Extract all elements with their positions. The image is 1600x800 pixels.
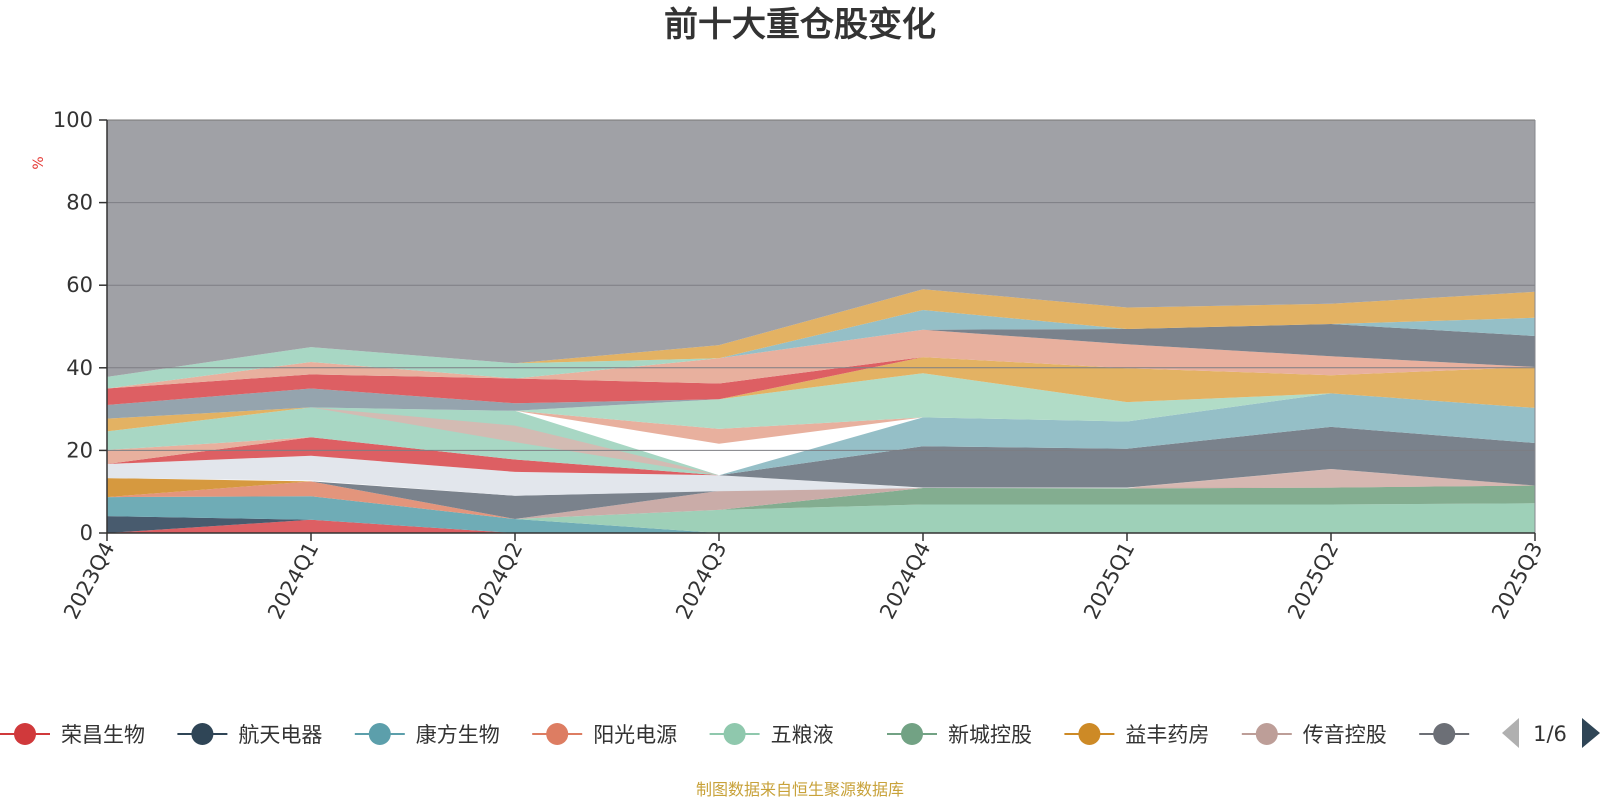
area-band-1 [107, 455, 1535, 496]
legend-item-5[interactable]: 五粮液 [709, 723, 834, 747]
area-series-9 [107, 469, 1535, 519]
legend-marker [901, 723, 923, 745]
area-series-1 [107, 519, 1535, 533]
area-band-2 [107, 437, 1535, 476]
x-tick-label-2025Q1: 2025Q1 [1079, 538, 1139, 623]
y-axis-unit-label: % [31, 156, 47, 169]
y-tick-label-20: 20 [66, 438, 93, 462]
area-band-7 [107, 393, 1535, 488]
legend-label: 华 [1480, 723, 1501, 747]
x-tick-label-2025Q2: 2025Q2 [1283, 538, 1343, 623]
area-band-6 [107, 426, 1535, 488]
legend-marker [191, 723, 214, 745]
area-series-3 [107, 496, 1535, 533]
x-tick-label-2024Q4: 2024Q4 [875, 538, 935, 623]
legend-item-4[interactable]: 阳光电源 [532, 723, 677, 747]
y-tick-label-60: 60 [66, 273, 93, 297]
x-tick-label-2025Q3: 2025Q3 [1487, 538, 1547, 623]
legend-next-page-icon[interactable] [1582, 718, 1600, 748]
legend-label: 阳光电源 [593, 723, 677, 747]
area-band-15 [107, 324, 1535, 377]
legend-marker [368, 723, 391, 745]
legend-item-9[interactable]: 华 [1419, 723, 1501, 747]
legend-pager: 1/6 [1502, 718, 1600, 748]
area-band-13 [107, 329, 1535, 389]
area-series-layer [107, 120, 1535, 533]
legend-marker [723, 723, 746, 745]
legend-label: 五粮液 [771, 723, 834, 747]
x-tick-label-2024Q2: 2024Q2 [467, 538, 527, 623]
chart-title: 前十大重仓股变化 [664, 5, 936, 45]
legend-marker [14, 723, 36, 745]
x-tick-label-2024Q1: 2024Q1 [263, 538, 323, 623]
legend-prev-page-icon[interactable] [1502, 718, 1519, 748]
y-tick-label-40: 40 [66, 356, 93, 380]
legend-marker [1255, 723, 1278, 745]
x-tick-label-2023Q4: 2023Q4 [59, 538, 119, 623]
legend-item-1[interactable]: 荣昌生物 [0, 723, 145, 747]
area-series-8 [107, 469, 1535, 519]
area-band-12 [107, 357, 1535, 405]
area-band-10 [107, 357, 1535, 432]
area-series-6 [107, 481, 1535, 519]
legend-marker [1078, 723, 1101, 745]
legend-page-indicator: 1/6 [1533, 722, 1567, 746]
area-band-17 [107, 289, 1535, 377]
legend: 荣昌生物 航天电器 康方生物 阳光电源 五粮液 新城控股 益丰药房 传音控股 华 [0, 723, 1501, 747]
grid-lines [107, 119, 1536, 533]
legend-item-7[interactable]: 益丰药房 [1064, 723, 1209, 747]
legend-label: 康方生物 [416, 723, 500, 747]
legend-label: 益丰药房 [1125, 723, 1209, 747]
legend-label: 传音控股 [1303, 723, 1387, 747]
area-band-14 [107, 329, 1535, 389]
legend-label: 航天电器 [238, 723, 322, 747]
area-band-5 [107, 407, 1535, 488]
area-series-5 [107, 481, 1535, 533]
area-band-11 [107, 357, 1535, 419]
legend-item-2[interactable]: 航天电器 [177, 723, 322, 747]
x-tick-label-2024Q3: 2024Q3 [671, 538, 731, 623]
y-tick-label-80: 80 [66, 191, 93, 215]
area-band-9 [107, 373, 1535, 432]
legend-label: 新城控股 [948, 723, 1032, 747]
legend-item-6[interactable]: 新城控股 [887, 723, 1032, 747]
area-band-18 [107, 120, 1535, 377]
area-series-7 [107, 478, 1535, 519]
legend-marker [1433, 723, 1456, 745]
legend-label: 荣昌生物 [61, 723, 145, 747]
legend-item-8[interactable]: 传音控股 [1241, 723, 1387, 747]
area-band-16 [107, 310, 1535, 377]
legend-marker [546, 723, 569, 745]
data-source-note: 制图数据来自恒生聚源数据库 [696, 780, 904, 799]
legend-item-3[interactable]: 康方生物 [354, 723, 500, 747]
y-tick-label-0: 0 [80, 521, 93, 545]
area-series-4 [107, 481, 1535, 533]
y-tick-label-100: 100 [53, 108, 93, 132]
